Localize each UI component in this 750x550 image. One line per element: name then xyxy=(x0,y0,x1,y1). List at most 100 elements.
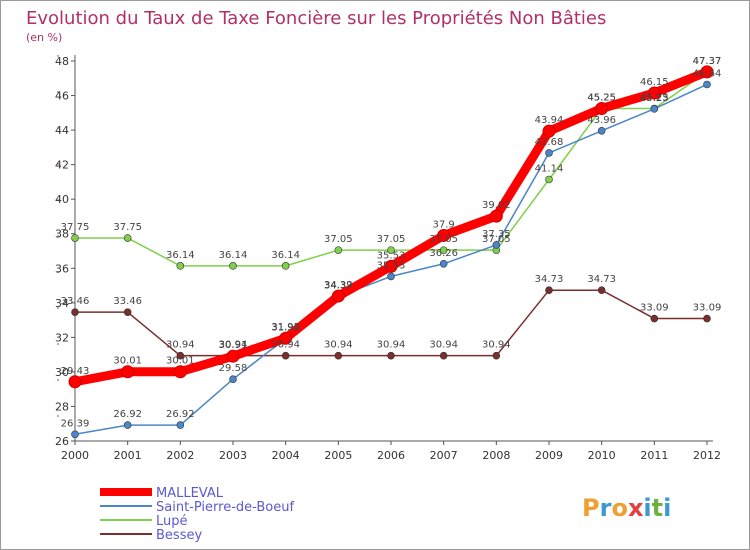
series-saint-pierre-de-boeuf-data-label: 26.92 xyxy=(113,409,142,420)
series-lupe-point xyxy=(545,175,553,184)
series-malleval-data-label: 37.9 xyxy=(433,219,455,230)
series-lupe-point xyxy=(281,262,290,270)
series-lupe-data-label: 37.05 xyxy=(482,234,511,245)
series-malleval-data-label: 45.25 xyxy=(587,93,616,104)
series-saint-pierre-de-boeuf-data-label: 36.26 xyxy=(429,248,458,259)
chart-title: Evolution du Taux de Taxe Foncière sur l… xyxy=(26,8,606,29)
series-bessey-point xyxy=(597,286,606,295)
series-malleval-data-label: 30.01 xyxy=(113,356,142,367)
series-malleval-point xyxy=(542,124,556,138)
series-bessey-point xyxy=(492,351,501,360)
series-bessey-point xyxy=(703,314,711,323)
series-bessey-point xyxy=(176,351,185,360)
series-bessey-data-label: 34.73 xyxy=(587,274,616,285)
series-bessey-data-label: 33.46 xyxy=(61,296,90,307)
proxiti-logo: Proxiti xyxy=(582,494,671,522)
series-lupe-point xyxy=(176,262,185,270)
y-tick-label: 32 xyxy=(55,331,69,344)
series-saint-pierre-de-boeuf-point xyxy=(650,105,659,113)
y-tick-label: 48 xyxy=(55,55,69,68)
series-saint-pierre-de-boeuf-data-label: 45.23 xyxy=(640,93,669,104)
series-saint-pierre-de-boeuf-data-label: 42.68 xyxy=(535,137,564,148)
series-bessey-data-label: 30.94 xyxy=(482,340,511,351)
series-lupe-point xyxy=(229,262,237,270)
series-saint-pierre-de-boeuf-data-label: 31.94 xyxy=(271,322,300,333)
series-bessey-data-label: 30.94 xyxy=(271,340,300,351)
series-bessey-point xyxy=(439,351,448,360)
series-saint-pierre-de-boeuf-point xyxy=(176,421,185,429)
series-malleval-point xyxy=(331,289,345,303)
series-bessey-data-label: 33.09 xyxy=(640,303,669,314)
y-tick-label: 30 xyxy=(55,366,69,379)
series-lupe-data-label: 37.05 xyxy=(429,234,458,245)
series-bessey-point xyxy=(650,314,659,323)
series-malleval-point xyxy=(647,86,661,100)
logo-letter: x xyxy=(628,494,644,522)
series-saint-pierre-de-boeuf-data-label: 46.64 xyxy=(693,68,722,79)
logo-letter: P xyxy=(582,494,600,522)
series-lupe-data-label: 36.14 xyxy=(271,250,300,261)
series-saint-pierre-de-boeuf-point xyxy=(229,375,237,383)
series-lupe-data-label: 45.25 xyxy=(587,93,616,104)
series-lupe-point xyxy=(439,246,448,254)
series-saint-pierre-de-boeuf-data-label: 37.35 xyxy=(482,229,511,240)
series-malleval-point xyxy=(226,349,240,363)
series-saint-pierre-de-boeuf-data-label: 26.39 xyxy=(61,418,90,429)
series-bessey-data-label: 30.94 xyxy=(219,340,248,351)
series-bessey-point xyxy=(281,351,290,360)
series-bessey-data-label: 30.94 xyxy=(166,340,195,351)
series-lupe-data-label: 37.05 xyxy=(377,234,406,245)
series-malleval-data-label: 31.95 xyxy=(271,322,300,333)
y-tick-label: 46 xyxy=(55,90,69,103)
legend-label: Saint-Pierre-de-Boeuf xyxy=(156,500,294,515)
series-saint-pierre-de-boeuf-point xyxy=(123,421,132,429)
y-tick-label: 44 xyxy=(55,124,69,137)
x-tick-label: 2005 xyxy=(324,449,352,462)
series-malleval-data-label: 46.15 xyxy=(640,77,669,88)
series-bessey-data-label: 33.09 xyxy=(693,303,722,314)
series-saint-pierre-de-boeuf-data-label: 29.58 xyxy=(219,363,248,374)
series-saint-pierre-de-boeuf-point xyxy=(597,126,606,135)
series-bessey-data-label: 33.46 xyxy=(113,296,142,307)
y-tick-label: 40 xyxy=(55,193,69,206)
x-tick-label: 2009 xyxy=(535,449,563,462)
legend-label: Bessey xyxy=(156,528,202,543)
legend-label: Lupé xyxy=(156,514,188,529)
x-tick-label: 2001 xyxy=(114,449,142,462)
series-malleval-data-label: 30.91 xyxy=(219,340,248,351)
series-bessey-data-label: 30.94 xyxy=(377,340,406,351)
y-tick-label: 28 xyxy=(55,400,69,413)
series-lupe-point xyxy=(334,246,343,254)
y-tick-label: 36 xyxy=(55,262,69,275)
series-saint-pierre-de-boeuf-data-label: 34.37 xyxy=(324,280,353,291)
series-malleval-point xyxy=(437,228,451,242)
series-malleval-point xyxy=(489,209,503,223)
series-saint-pierre-de-boeuf-point xyxy=(492,241,501,249)
series-lupe-data-label: 37.75 xyxy=(113,222,142,233)
series-lupe-data-label: 36.14 xyxy=(166,250,195,261)
series-malleval-point xyxy=(279,331,293,345)
legend-label: MALLEVAL xyxy=(156,486,224,501)
series-malleval-point xyxy=(700,65,714,79)
y-tick-label: 34 xyxy=(55,297,69,310)
series-bessey-point xyxy=(71,308,79,316)
chart-subtitle: (en %) xyxy=(26,31,62,44)
y-tick-label: 26 xyxy=(55,435,69,448)
x-tick-label: 2012 xyxy=(693,449,721,462)
series-malleval-point xyxy=(173,365,187,379)
series-lupe-data-label: 37.75 xyxy=(61,222,90,233)
series-saint-pierre-de-boeuf-data-label: 43.96 xyxy=(587,115,616,126)
series-lupe-point xyxy=(123,234,132,242)
logo-letter: i xyxy=(643,494,651,522)
series-malleval-data-label: 29.43 xyxy=(61,366,90,377)
x-tick-label: 2008 xyxy=(482,449,510,462)
series-malleval-data-label: 43.94 xyxy=(535,115,564,126)
x-tick-label: 2000 xyxy=(61,449,89,462)
x-tick-label: 2006 xyxy=(377,449,405,462)
series-lupe-data-label: 36.14 xyxy=(219,250,248,261)
series-malleval-point xyxy=(121,365,135,379)
series-malleval-data-label: 47.37 xyxy=(693,56,722,67)
series-bessey-data-label: 30.94 xyxy=(429,340,458,351)
series-saint-pierre-de-boeuf-point xyxy=(545,149,553,157)
x-tick-label: 2011 xyxy=(640,449,668,462)
